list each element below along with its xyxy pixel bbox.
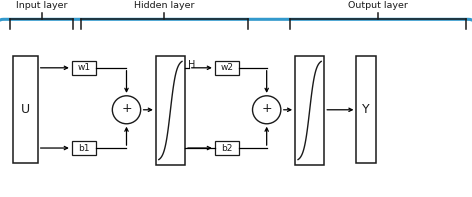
Text: U: U — [21, 103, 30, 116]
Text: Output layer: Output layer — [348, 1, 408, 10]
Text: b2: b2 — [221, 144, 233, 152]
Text: +: + — [261, 102, 272, 115]
Text: b1: b1 — [78, 144, 90, 152]
Bar — [72, 141, 96, 155]
Circle shape — [253, 96, 281, 124]
Bar — [72, 61, 96, 75]
Text: H: H — [188, 60, 195, 71]
Circle shape — [112, 96, 141, 124]
Bar — [215, 61, 239, 75]
Text: w2: w2 — [220, 63, 234, 72]
Bar — [356, 56, 376, 164]
FancyBboxPatch shape — [0, 19, 472, 197]
Bar — [156, 56, 185, 165]
Text: Input layer: Input layer — [16, 1, 67, 10]
Bar — [295, 56, 324, 165]
Text: Hidden layer: Hidden layer — [134, 1, 194, 10]
Bar — [215, 141, 239, 155]
Text: w1: w1 — [77, 63, 91, 72]
Text: +: + — [121, 102, 132, 115]
Text: Y: Y — [362, 103, 370, 116]
Bar — [13, 56, 38, 164]
